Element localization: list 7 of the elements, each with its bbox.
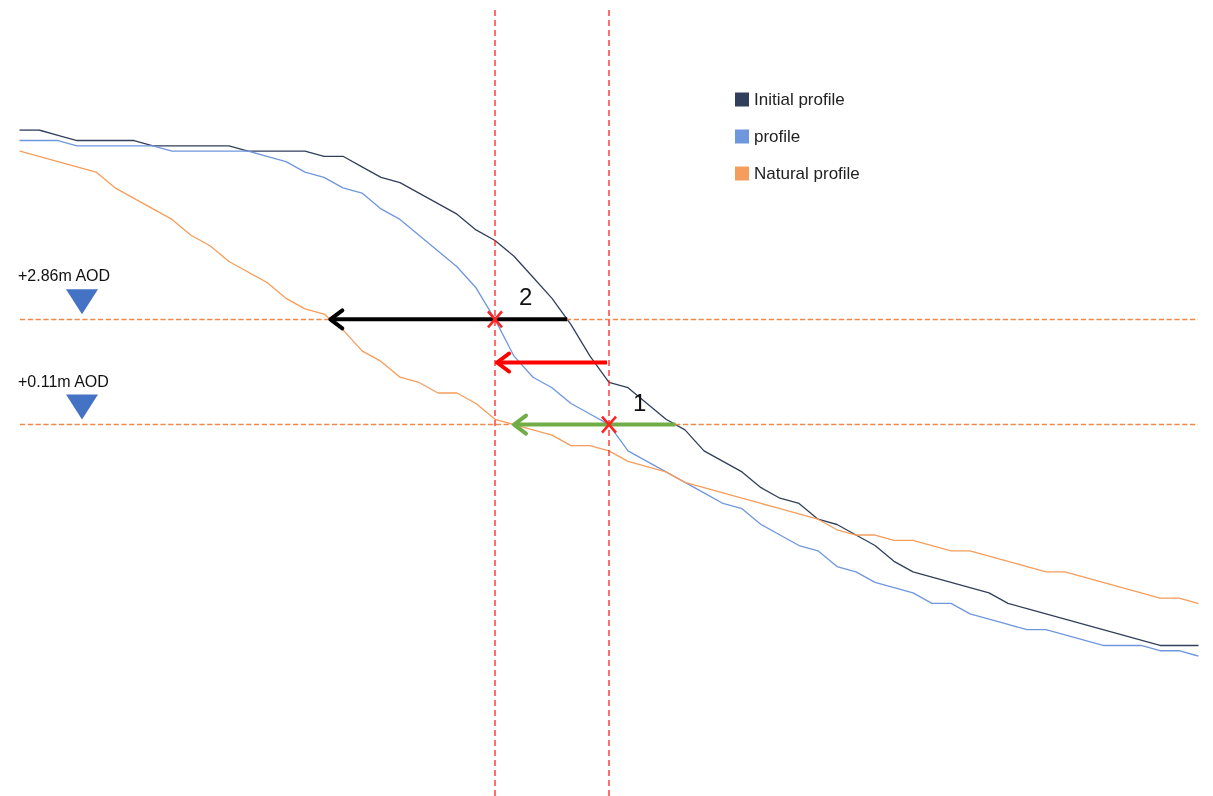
annotation: 2 <box>519 283 533 311</box>
legend-label: Initial profile <box>754 90 845 109</box>
annotation: 1 <box>633 388 647 416</box>
legend-label: profile <box>754 127 801 146</box>
ref-line-label: +0.11m AOD <box>18 372 109 390</box>
legend-label: Natural profile <box>754 164 860 183</box>
ref-line-label: +2.86m AOD <box>18 267 111 285</box>
